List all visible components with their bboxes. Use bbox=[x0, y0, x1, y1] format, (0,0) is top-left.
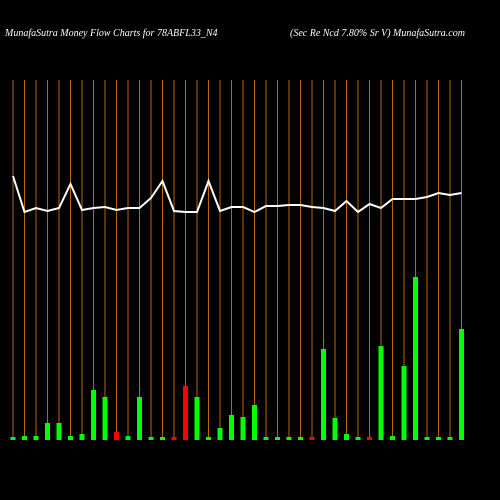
bar bbox=[137, 397, 142, 440]
bar bbox=[183, 386, 188, 440]
bar bbox=[378, 346, 384, 440]
chart-title: MunafaSutra Money Flow Charts for 78ABFL… bbox=[4, 28, 218, 39]
bar bbox=[33, 436, 39, 440]
bar bbox=[102, 397, 108, 440]
bar bbox=[413, 277, 418, 440]
price-line bbox=[12, 175, 462, 214]
bar bbox=[447, 437, 453, 440]
chart-subtitle: (Sec Re Ncd 7.80% Sr V) MunafaSutra.com bbox=[290, 28, 465, 39]
bar bbox=[56, 423, 62, 440]
bar bbox=[401, 366, 407, 440]
bar bbox=[436, 437, 441, 440]
bar bbox=[22, 436, 27, 440]
bar bbox=[125, 436, 131, 440]
bar bbox=[344, 434, 349, 440]
bar bbox=[321, 349, 326, 440]
bar bbox=[79, 434, 85, 440]
bar bbox=[206, 437, 211, 440]
bar bbox=[160, 437, 165, 440]
bar bbox=[240, 417, 246, 440]
bar bbox=[286, 437, 292, 440]
bar bbox=[148, 437, 154, 440]
bar bbox=[91, 390, 96, 440]
bar bbox=[459, 329, 464, 440]
bar bbox=[390, 436, 395, 440]
bar bbox=[298, 437, 303, 440]
bar bbox=[114, 432, 119, 440]
bar bbox=[263, 437, 269, 440]
bar bbox=[229, 415, 234, 440]
bar bbox=[275, 437, 280, 440]
bar bbox=[45, 423, 50, 440]
bar bbox=[194, 397, 200, 440]
bar bbox=[424, 437, 430, 440]
bar bbox=[309, 437, 315, 440]
bar bbox=[171, 437, 177, 440]
bar bbox=[355, 437, 361, 440]
bar bbox=[68, 436, 73, 440]
bar bbox=[217, 428, 223, 440]
bar bbox=[252, 405, 257, 440]
bar bbox=[10, 437, 16, 440]
bar bbox=[332, 418, 338, 440]
bar bbox=[367, 437, 372, 440]
